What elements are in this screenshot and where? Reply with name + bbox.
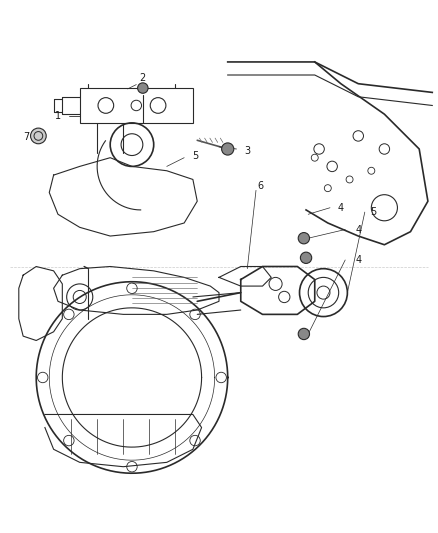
Text: 4: 4 xyxy=(355,224,361,235)
Text: 4: 4 xyxy=(338,203,344,213)
Text: 5: 5 xyxy=(371,207,377,217)
Circle shape xyxy=(298,328,310,340)
Circle shape xyxy=(298,232,310,244)
Circle shape xyxy=(222,143,234,155)
Text: 3: 3 xyxy=(244,146,251,156)
Text: 2: 2 xyxy=(140,73,146,83)
Text: 7: 7 xyxy=(24,132,30,142)
Text: 5: 5 xyxy=(192,150,198,160)
Text: 1: 1 xyxy=(55,111,61,122)
Circle shape xyxy=(300,252,312,263)
Text: 6: 6 xyxy=(257,181,263,191)
Circle shape xyxy=(31,128,46,144)
Circle shape xyxy=(138,83,148,93)
Bar xyxy=(80,88,193,123)
Text: 4: 4 xyxy=(355,255,361,265)
